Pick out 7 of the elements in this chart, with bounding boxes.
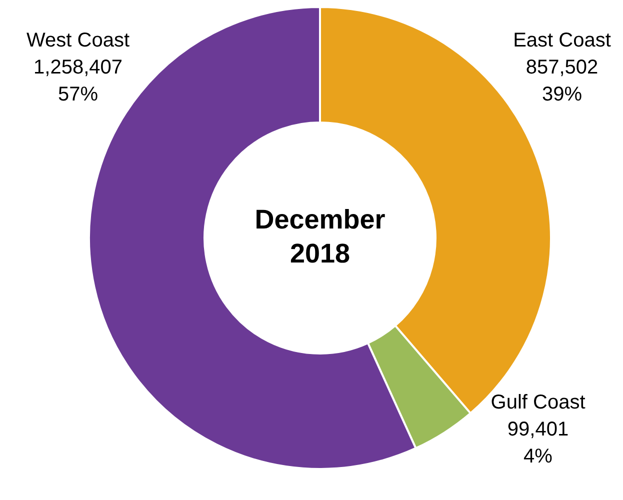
data-label: 857,502 39%: [526, 56, 598, 106]
slice-label: Gulf Coast: [490, 392, 586, 414]
slice-label: West Coast: [26, 30, 130, 52]
data-label: 1,258,407 57%: [34, 56, 122, 106]
slice-label: East Coast: [513, 30, 612, 52]
data-label: 99,401 4%: [507, 418, 569, 468]
text: December 2018: [254, 204, 386, 268]
